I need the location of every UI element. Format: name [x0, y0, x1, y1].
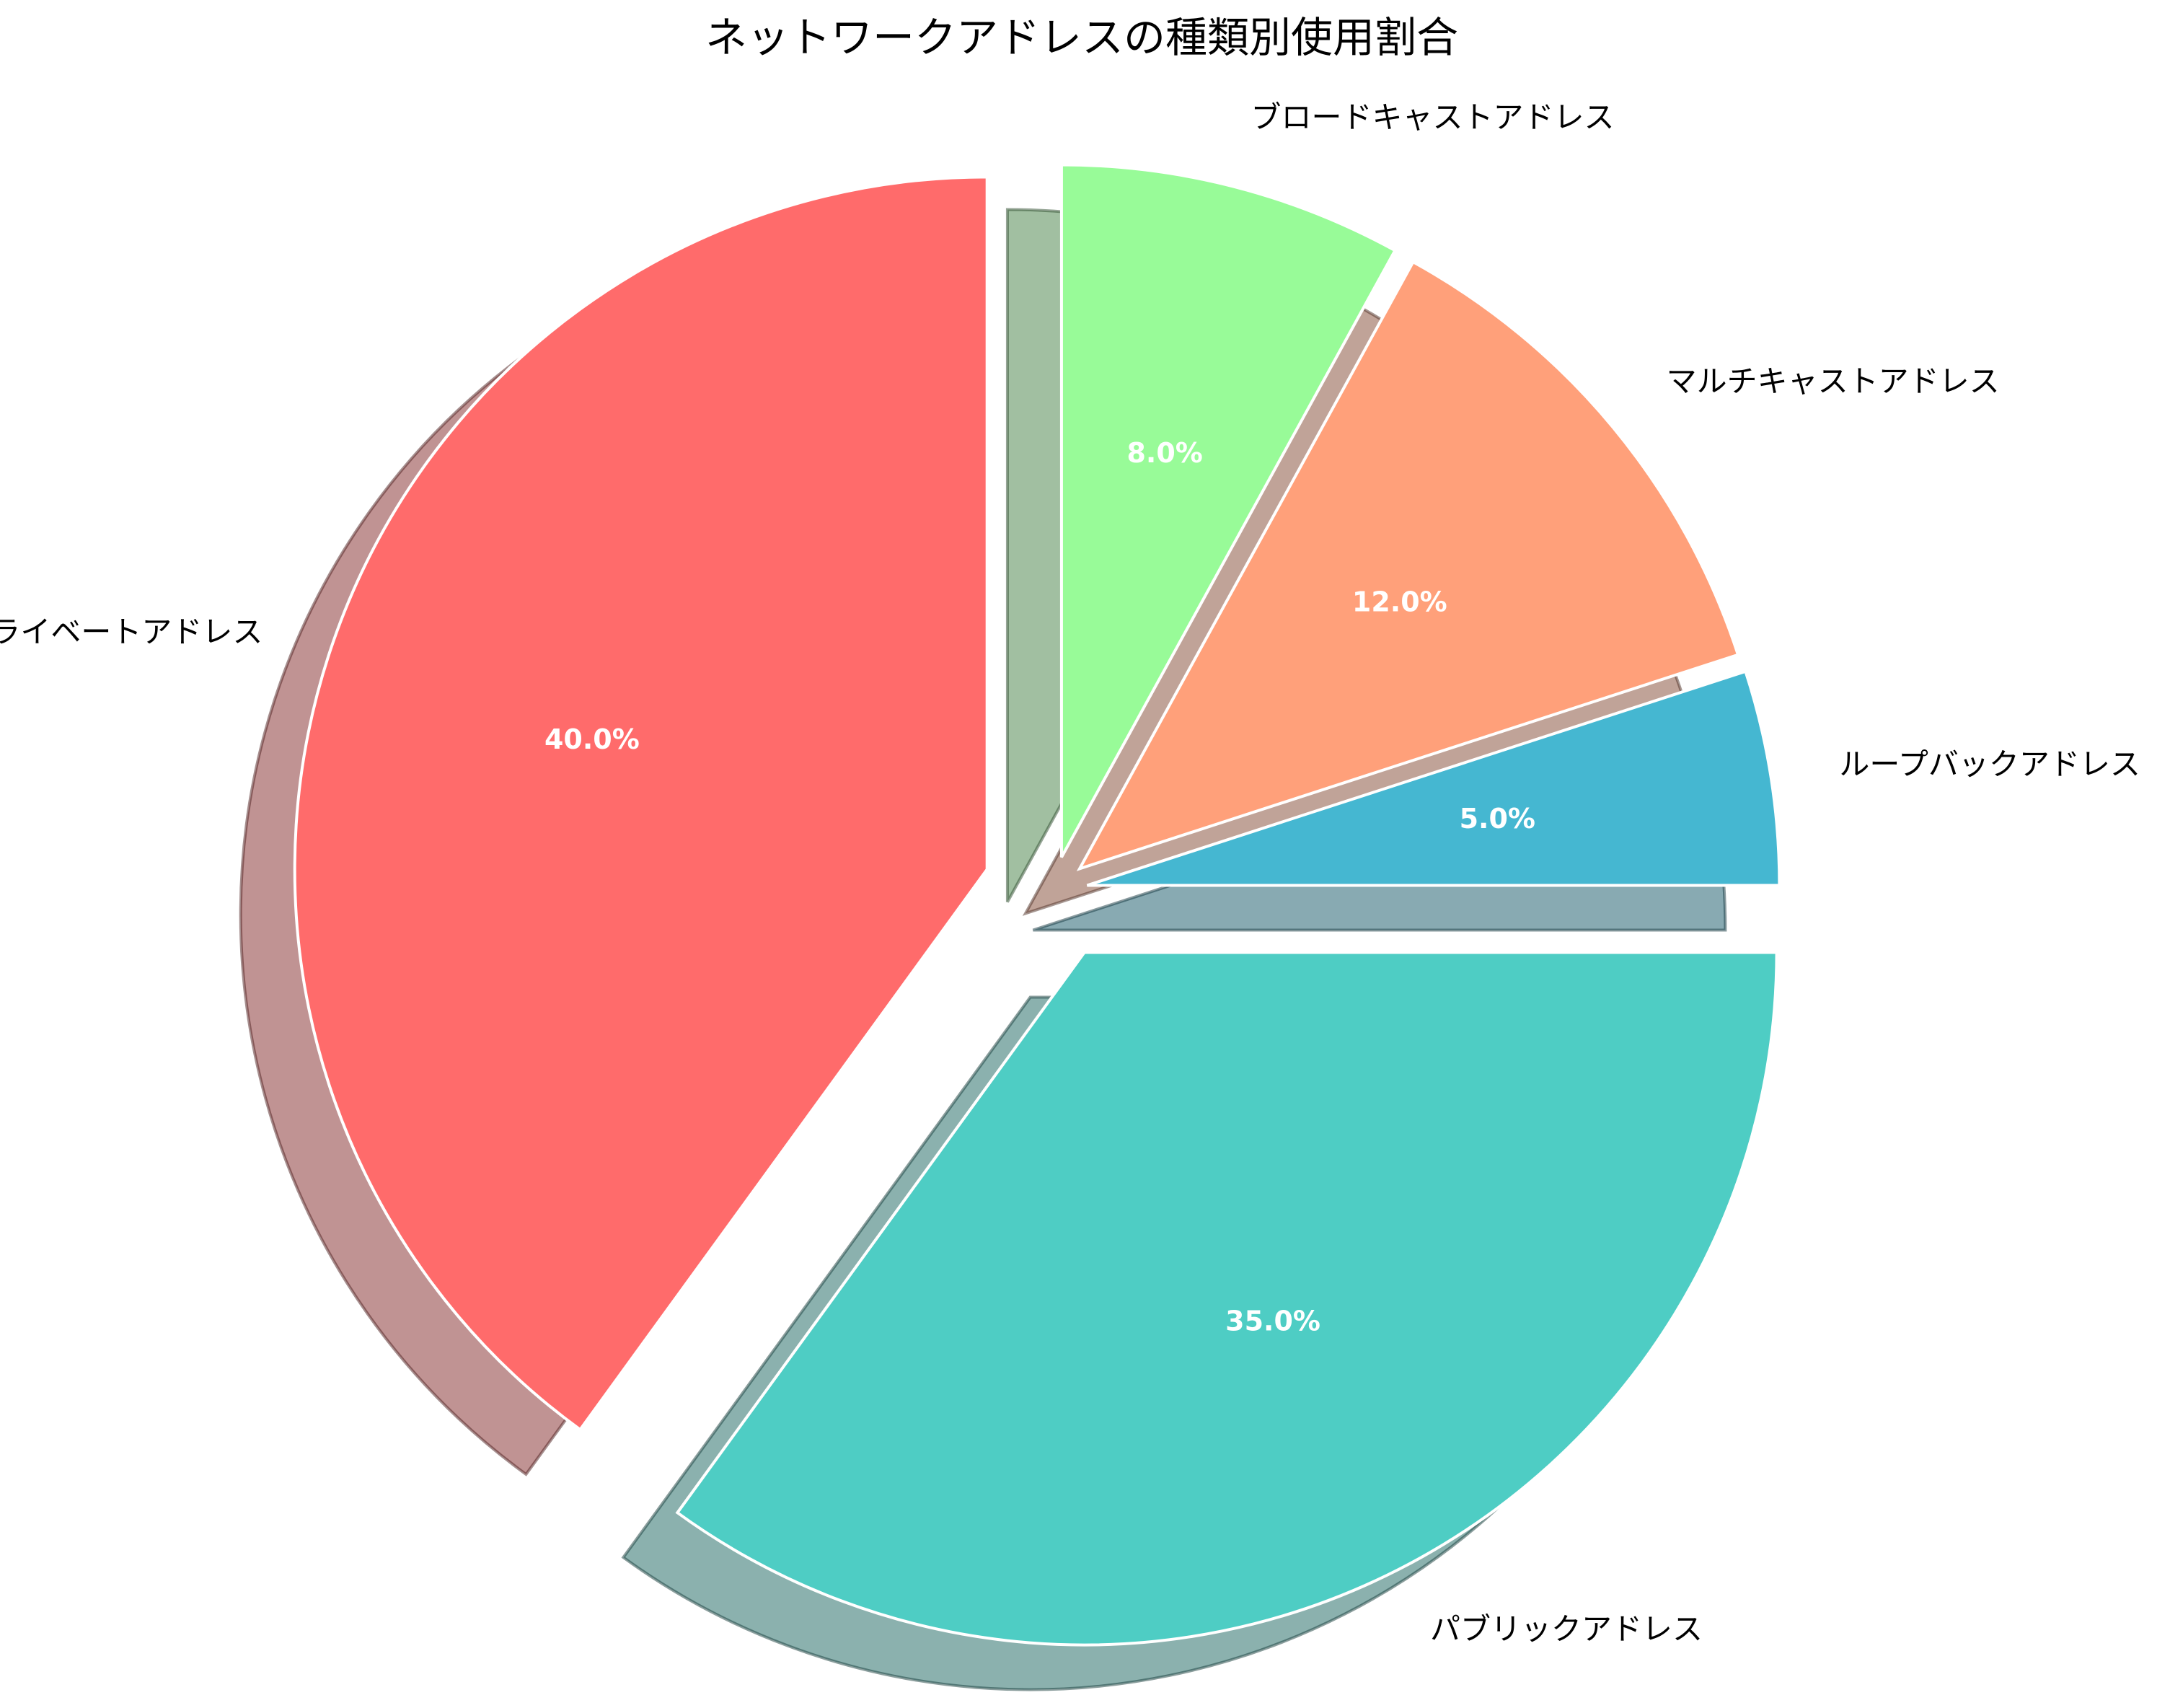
slice-2-percent: 5.0% — [1460, 803, 1535, 835]
percent-labels: 8.0% 12.0% 5.0% 35.0% 40.0% — [544, 437, 1535, 1337]
slice-1-wedge — [1076, 260, 1740, 871]
slice-4-percent: 40.0% — [544, 723, 640, 755]
slice-labels: ブロードキャストアドレスマルチキャストアドレスループバックアドレスパブリックアド… — [0, 100, 2140, 1647]
slice-3-percent: 35.0% — [1225, 1305, 1320, 1337]
pie-wedges — [293, 163, 1781, 1647]
slice-0-label: ブロードキャストアドレス — [1251, 100, 1615, 135]
slice-3-wedge — [675, 951, 1778, 1647]
slice-0-percent: 8.0% — [1126, 437, 1202, 469]
slice-1-label: マルチキャストアドレス — [1667, 364, 2000, 399]
chart-title: ネットワークアドレスの種類別使用割合 — [705, 13, 1458, 62]
slice-3-label: パブリックアドレス — [1430, 1611, 1703, 1647]
slice-0-wedge — [1059, 163, 1398, 858]
slice-4-wedge — [293, 175, 989, 1432]
slice-2-label: ループバックアドレス — [1839, 747, 2140, 782]
slice-4-label: プライベートアドレス — [0, 615, 263, 650]
slice-1-percent: 12.0% — [1352, 586, 1447, 618]
slice-2-wedge — [1086, 669, 1781, 887]
